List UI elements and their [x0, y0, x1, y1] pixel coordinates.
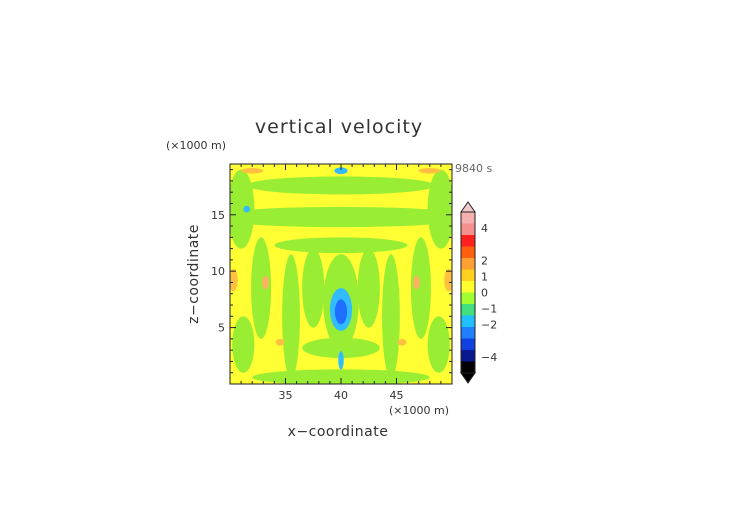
y-tick-label: 15	[211, 209, 225, 222]
colorbar-swatch	[461, 269, 475, 282]
colorbar-swatch	[461, 223, 475, 236]
field-streak	[302, 248, 325, 328]
field-streak	[410, 237, 431, 339]
field-pos-spot	[230, 268, 238, 292]
x-axis-label: x−coordinate	[288, 424, 389, 440]
field-core	[334, 299, 348, 325]
field-patches	[230, 167, 452, 384]
x-tick-label: 45	[390, 389, 404, 402]
chart-title: vertical velocity	[255, 116, 423, 138]
colorbar-swatch	[461, 292, 475, 305]
colorbar-frame	[460, 211, 476, 374]
colorbar-swatch	[461, 327, 475, 339]
field-streak	[282, 254, 300, 379]
colorbar-swatch	[461, 315, 475, 328]
colorbar-swatch	[461, 212, 475, 224]
field-top-spot	[334, 167, 348, 175]
field-streak	[251, 237, 272, 339]
field-band	[427, 169, 452, 249]
colorbar-tick-label: 0	[481, 287, 488, 300]
colorbar-tick-label: −1	[481, 303, 497, 316]
x-tick-label: 35	[279, 389, 293, 402]
field-band	[252, 369, 430, 384]
colorbar-tick-label: 2	[481, 254, 488, 267]
field-pos-spot	[397, 338, 407, 346]
field-streak	[232, 316, 255, 373]
field-pos-spot	[241, 167, 264, 174]
field-band	[274, 237, 408, 254]
colorbar-swatch	[461, 304, 475, 316]
field-pos-spot	[275, 338, 285, 346]
field-band	[230, 169, 255, 249]
field-side-spot	[243, 205, 250, 213]
colorbar-swatch	[461, 258, 475, 270]
x-unit-label: (×1000 m)	[389, 404, 449, 417]
colorbar-extend-bottom	[460, 372, 476, 384]
colorbar-swatch	[461, 235, 475, 247]
field-pos-spot	[262, 275, 269, 290]
field-low-spot	[338, 351, 344, 370]
field-streak	[427, 316, 450, 373]
colorbar-swatch	[461, 338, 475, 351]
field-band	[246, 176, 436, 195]
field-pos-spot	[413, 275, 420, 290]
y-tick-label: 10	[211, 265, 225, 278]
field-pos-spot	[444, 268, 452, 292]
colorbar-swatch	[461, 361, 475, 374]
field-band	[230, 206, 452, 228]
colorbar-swatch	[461, 350, 475, 362]
y-tick-label: 5	[218, 322, 225, 335]
colorbar-tick-label: −2	[481, 319, 497, 332]
field-streak	[357, 248, 380, 328]
y-axis-label: z−coordinate	[186, 224, 202, 324]
colorbar-tick-label: 4	[481, 222, 488, 235]
time-label: 9840 s	[455, 162, 492, 175]
y-axis: 5 10 15	[211, 169, 452, 374]
colorbar-tick-label: −4	[481, 351, 497, 364]
plot-area	[229, 163, 453, 385]
colorbar-swatch	[461, 246, 475, 259]
field-pos-spot	[418, 167, 441, 174]
colorbar-swatch	[461, 281, 475, 293]
x-axis: 35 40 45	[229, 164, 453, 402]
x-tick-label: 40	[334, 389, 348, 402]
y-unit-label: (×1000 m)	[166, 139, 226, 152]
colorbar: 4 2 1 0 −1 −2 −4	[460, 201, 497, 384]
field-streak	[382, 254, 400, 379]
colorbar-extend-top	[460, 201, 476, 213]
colorbar-tick-label: 1	[481, 270, 488, 283]
